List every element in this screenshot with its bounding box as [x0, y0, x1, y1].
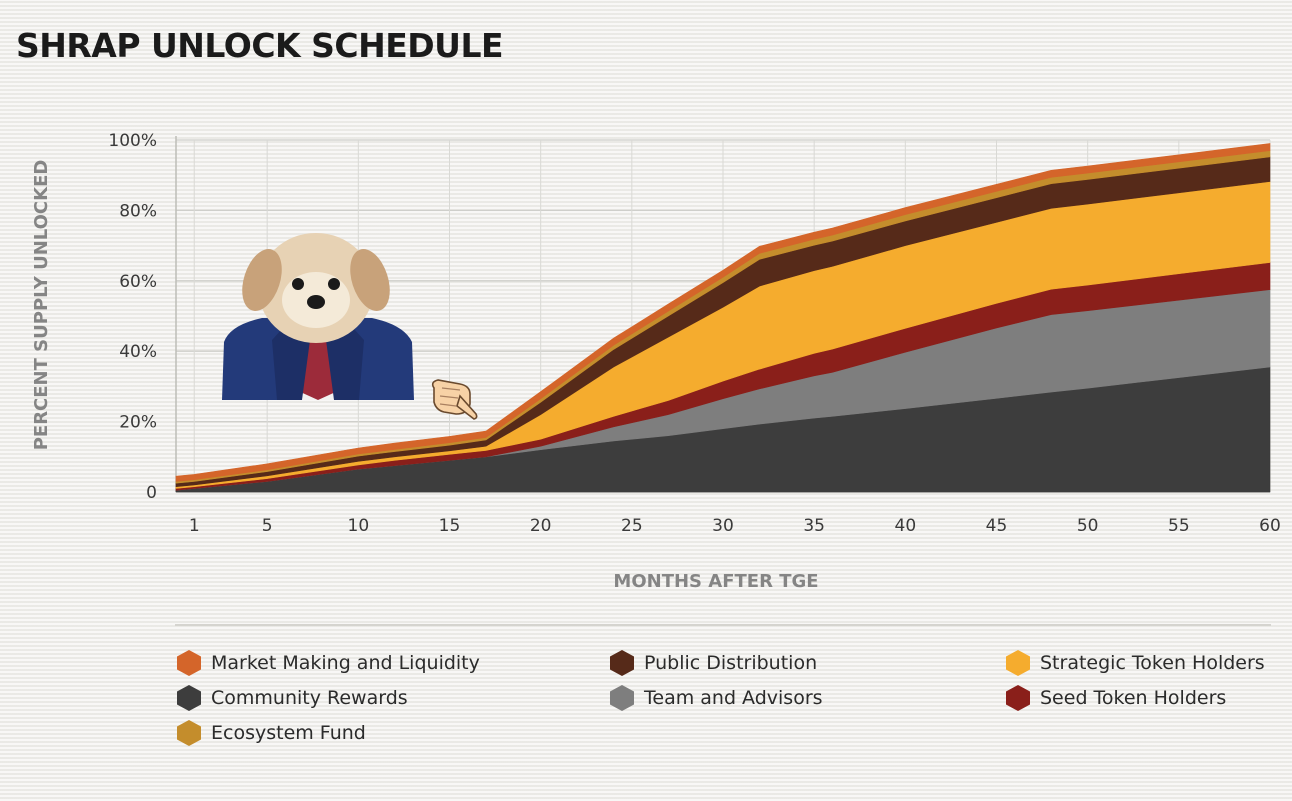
y-axis-label: PERCENT SUPPLY UNLOCKED: [31, 160, 52, 451]
legend-swatch-hexagon-icon: [1006, 685, 1030, 711]
legend-swatch-hexagon-icon: [1006, 650, 1030, 676]
unlock-chart: 020%40%60%80%100% 1 5 10 15 20 25 30 35 40 45 50 55…: [31, 131, 1281, 592]
x-tick-label: 1: [189, 516, 200, 536]
legend-item-seed-token-holders: Seed Token Holders: [1006, 685, 1226, 711]
legend-item-ecosystem-fund: Ecosystem Fund: [177, 720, 366, 746]
legend-swatch-hexagon-icon: [610, 685, 634, 711]
legend-label: Strategic Token Holders: [1040, 652, 1265, 674]
legend-item-market-making: Market Making and Liquidity: [177, 650, 480, 676]
y-tick-label: 100%: [108, 131, 157, 151]
legend-item-community-rewards: Community Rewards: [177, 685, 408, 711]
legend-swatch-hexagon-icon: [610, 650, 634, 676]
pointing-hand-icon: [431, 379, 478, 420]
x-tick-label: 30: [712, 516, 734, 536]
legend-label: Team and Advisors: [644, 687, 823, 709]
y-tick-label: 0: [146, 483, 157, 503]
legend-swatch-hexagon-icon: [177, 720, 201, 746]
x-tick-label: 25: [621, 516, 643, 536]
legend-label: Market Making and Liquidity: [211, 652, 480, 674]
area-series-market-making-and-liquidity: [175, 143, 1271, 482]
legend-label: Public Distribution: [644, 652, 818, 674]
legend-label: Seed Token Holders: [1040, 687, 1227, 709]
x-tick-label: 60: [1259, 516, 1281, 536]
y-tick-label: 20%: [119, 413, 157, 433]
legend-item-team-and-advisors: Team and Advisors: [610, 685, 823, 711]
legend-item-strategic-token-holders: Strategic Token Holders: [1006, 650, 1265, 676]
x-tick-label: 40: [895, 516, 917, 536]
mascot-puppy-image: [222, 233, 414, 400]
x-tick-label: 45: [986, 516, 1008, 536]
x-tick-label: 10: [348, 516, 370, 536]
y-tick-label: 40%: [119, 342, 157, 362]
y-tick-label: 60%: [119, 272, 157, 292]
legend: Market Making and Liquidity Public Distr…: [175, 646, 1275, 756]
y-axis-ticks: 0 20% 40% 60% 80% 100%: [108, 131, 157, 503]
legend-swatch-hexagon-icon: [177, 650, 201, 676]
legend-label: Ecosystem Fund: [211, 722, 366, 744]
x-tick-label: 15: [439, 516, 461, 536]
x-axis-ticks: 1 5 10 15 20 25 30 35 40 45 50 55 60: [189, 516, 1281, 536]
x-tick-label: 50: [1077, 516, 1099, 536]
legend-item-public-distribution: Public Distribution: [610, 650, 817, 676]
x-tick-label: 20: [530, 516, 552, 536]
x-tick-label: 55: [1168, 516, 1190, 536]
x-tick-label: 35: [803, 516, 825, 536]
y-tick-label: 80%: [119, 201, 157, 221]
legend-swatch-hexagon-icon: [177, 685, 201, 711]
x-axis-label: MONTHS AFTER TGE: [613, 571, 818, 592]
chart-areas: [175, 143, 1271, 493]
page-title: SHRAP UNLOCK SCHEDULE: [16, 26, 504, 65]
legend-label: Community Rewards: [211, 687, 408, 709]
x-tick-label: 5: [262, 516, 273, 536]
legend-divider: [175, 624, 1271, 626]
